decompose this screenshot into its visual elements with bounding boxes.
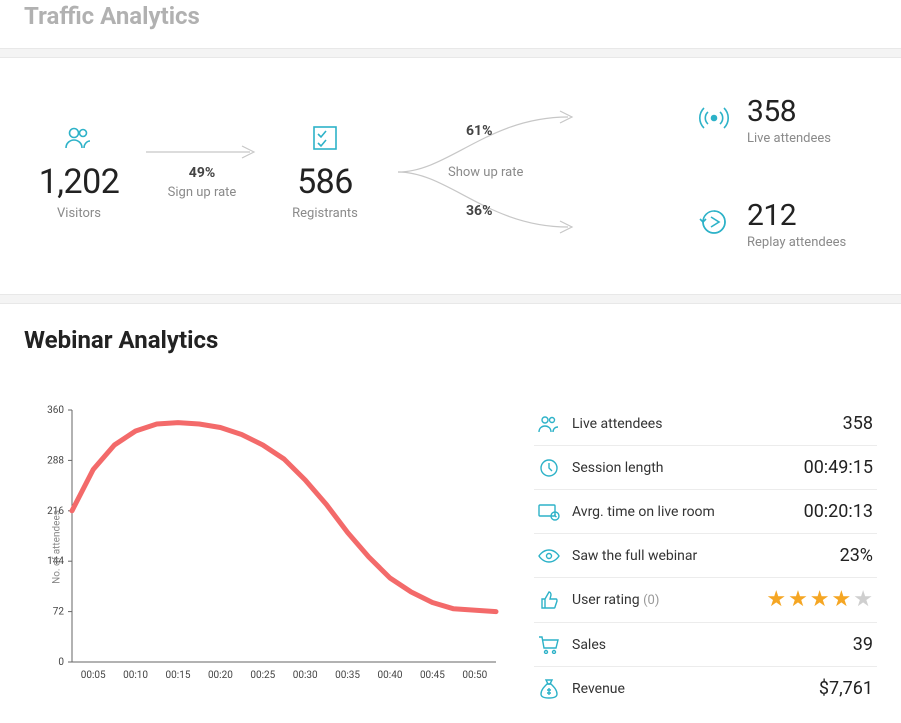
stat-label: Sales [572,637,841,653]
registrants-icon [310,124,340,152]
rating-stars: ★★★★★ [766,589,873,611]
stat-label: Live attendees [572,416,831,432]
svg-text:72: 72 [53,607,65,618]
visitors-value: 1,202 [39,162,120,202]
svg-text:00:50: 00:50 [462,670,487,681]
stat-sales: Sales 39 [534,623,877,667]
stat-value: $7,761 [819,678,873,699]
people-icon [538,415,560,433]
clock-icon [538,458,560,478]
visitors-label: Visitors [57,206,101,221]
stat-label: User rating (0) [572,592,754,608]
chart-y-axis-label: No. of attendees [51,510,62,584]
svg-text:00:40: 00:40 [378,670,403,681]
webinar-analytics-title: Webinar Analytics [0,326,901,372]
signup-arrow-block: 49% Sign up rate [142,145,262,200]
registrants-value: 586 [297,162,353,202]
svg-text:00:05: 00:05 [81,670,106,681]
live-showup-rate: 61% [466,123,492,139]
signup-rate-label: Sign up rate [168,185,237,200]
svg-text:00:45: 00:45 [420,670,445,681]
star-full-icon: ★ [832,589,852,611]
svg-text:0: 0 [58,657,64,668]
svg-text:360: 360 [47,405,64,416]
screen-time-icon [538,503,560,521]
replay-showup-rate: 36% [466,203,492,219]
cart-icon [538,636,560,654]
svg-text:288: 288 [47,455,64,466]
star-empty-icon: ★ [853,589,873,611]
stat-label: Saw the full webinar [572,548,828,564]
section-divider [0,294,901,304]
attendees-line-chart: 07214421628836000:0500:1000:1500:2000:25… [24,402,504,692]
stat-label: Session length [572,460,792,476]
replay-attendees-block: 212 Replay attendees [697,198,877,250]
stat-label: Revenue [572,681,807,697]
broadcast-icon [697,103,731,137]
showup-split: 61% Show up rate 36% [388,97,689,247]
svg-text:00:15: 00:15 [166,670,191,681]
stat-full-webinar: Saw the full webinar 23% [534,534,877,578]
svg-text:00:30: 00:30 [293,670,318,681]
visitors-icon [64,124,94,152]
rating-label-text: User rating [572,592,640,608]
traffic-analytics-title: Traffic Analytics [0,0,901,48]
registrants-label: Registrants [292,206,358,221]
stat-revenue: Revenue $7,761 [534,667,877,710]
stat-live-attendees: Live attendees 358 [534,402,877,446]
svg-text:00:35: 00:35 [335,670,360,681]
stat-session-length: Session length 00:49:15 [534,446,877,490]
arrow-icon [142,145,262,159]
svg-text:00:10: 00:10 [123,670,148,681]
visitors-block: 1,202 Visitors [24,124,134,221]
stat-value: 00:20:13 [804,501,873,522]
live-attendees-value: 358 [747,94,831,129]
signup-rate-value: 49% [189,165,215,181]
stat-label: Avrg. time on live room [572,504,792,520]
svg-text:00:25: 00:25 [250,670,275,681]
registrants-block: 586 Registrants [270,124,380,221]
stat-user-rating: User rating (0) ★★★★★ [534,578,877,623]
live-attendees-label: Live attendees [747,131,831,146]
thumbs-up-icon [538,591,560,609]
star-full-icon: ★ [810,589,830,611]
stat-value: 39 [853,634,873,655]
star-full-icon: ★ [788,589,808,611]
money-bag-icon [538,679,560,699]
stat-value: 00:49:15 [804,457,873,478]
stat-value: 358 [843,413,873,434]
replay-attendees-label: Replay attendees [747,235,846,250]
svg-text:00:20: 00:20 [208,670,233,681]
stat-avg-time: Avrg. time on live room 00:20:13 [534,490,877,534]
star-full-icon: ★ [766,589,786,611]
live-attendees-block: 358 Live attendees [697,94,877,146]
traffic-funnel: 1,202 Visitors 49% Sign up rate 586 Regi… [0,58,901,294]
attendees-chart: No. of attendees 07214421628836000:0500:… [24,402,504,710]
split-arrows-icon [388,97,588,247]
replay-attendees-value: 212 [747,198,846,233]
webinar-stats-list: Live attendees 358 Session length 00:49:… [534,402,877,710]
eye-icon [538,549,560,563]
section-divider [0,48,901,58]
replay-icon [697,207,731,241]
rating-count: (0) [643,593,659,608]
stat-value: 23% [840,545,873,566]
